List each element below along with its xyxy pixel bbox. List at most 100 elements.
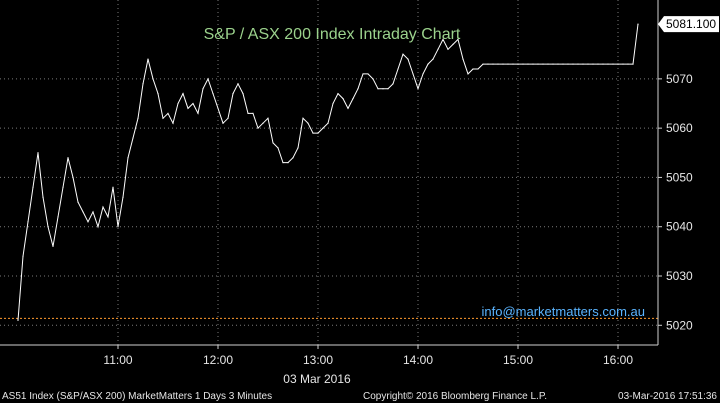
price-point [562, 63, 564, 65]
price-point [317, 132, 319, 134]
price-point [442, 38, 444, 41]
price-point [77, 201, 79, 203]
price-point [302, 117, 304, 119]
price-point [337, 93, 339, 95]
price-point [602, 63, 604, 65]
price-point [437, 48, 439, 50]
price-point [37, 152, 39, 154]
price-point [232, 93, 234, 95]
price-point [432, 58, 434, 60]
price-point [222, 122, 224, 124]
price-point [582, 63, 584, 65]
price-point [632, 63, 634, 65]
last-value-label: 5081.100 [666, 17, 716, 31]
price-point [277, 147, 279, 149]
price-point [637, 23, 639, 25]
x-tick-label: 15:00 [503, 353, 533, 367]
price-point [407, 58, 409, 60]
price-point [402, 53, 404, 55]
price-point [377, 88, 379, 90]
email-annotation: info@marketmatters.com.au [482, 304, 645, 319]
price-point [322, 127, 324, 129]
chart-title: S&P / ASX 200 Index Intraday Chart [204, 26, 461, 43]
price-point [282, 162, 284, 164]
price-point [327, 122, 329, 124]
price-point [247, 112, 249, 114]
price-point [487, 63, 489, 65]
price-series [17, 23, 639, 321]
price-point [197, 112, 199, 114]
last-value-badge-shape [658, 16, 719, 33]
price-point [592, 63, 594, 65]
price-point [162, 117, 164, 119]
price-point [297, 147, 299, 149]
price-point [497, 63, 499, 65]
price-point [352, 97, 354, 100]
price-point [422, 73, 424, 75]
price-point [452, 43, 454, 45]
price-point [512, 63, 514, 65]
price-point [57, 216, 59, 218]
price-point [177, 102, 179, 105]
price-point [137, 117, 139, 119]
price-point [537, 63, 539, 65]
price-point [557, 63, 559, 65]
price-point [292, 157, 294, 159]
price-point [417, 88, 419, 90]
price-point [187, 107, 189, 110]
price-point [502, 63, 504, 65]
price-point [472, 68, 474, 70]
price-point [572, 63, 574, 65]
price-point [312, 132, 314, 134]
price-point [622, 63, 624, 65]
x-gridlines [117, 0, 619, 345]
price-point [447, 48, 449, 50]
price-point [237, 83, 239, 85]
price-point [287, 162, 289, 164]
price-point [17, 319, 19, 321]
y-axis-ticks: 5020 5030 5040 5050 5060 5070 [658, 72, 693, 332]
y-tick-label: 5070 [666, 72, 693, 86]
footer-left: AS51 Index (S&P/ASX 200) MarketMatters 1… [2, 391, 272, 402]
price-point [67, 157, 69, 159]
price-point [182, 93, 184, 95]
price-point [577, 63, 579, 65]
y-tick-label: 5040 [666, 220, 693, 234]
x-tick-label: 11:00 [103, 353, 132, 367]
price-point [217, 107, 219, 110]
price-point [252, 112, 254, 114]
price-point [362, 73, 364, 75]
price-point [617, 63, 619, 65]
price-point [152, 78, 154, 80]
price-point [527, 63, 529, 65]
price-point [627, 63, 629, 65]
price-point [482, 63, 484, 65]
price-point [62, 186, 64, 188]
price-point [357, 88, 359, 90]
price-point [127, 157, 129, 159]
price-point [552, 63, 554, 65]
footer-timestamp: 03-Mar-2016 17:51:36 [618, 391, 717, 402]
last-value-badge: 5081.100 [658, 16, 719, 33]
price-point [262, 122, 264, 124]
price-point [307, 122, 309, 124]
price-point [207, 78, 209, 80]
price-point [202, 88, 204, 90]
price-point [257, 127, 259, 129]
x-tick-label: 14:00 [403, 353, 433, 367]
price-point [507, 63, 509, 65]
price-point [242, 93, 244, 95]
price-point [477, 68, 479, 70]
price-point [132, 137, 134, 139]
price-point [492, 63, 494, 65]
price-point [567, 63, 569, 65]
date-label: 03 Mar 2016 [283, 372, 351, 386]
price-point [112, 186, 114, 188]
price-point [22, 255, 24, 257]
price-point [72, 176, 74, 179]
price-point [147, 58, 149, 60]
price-point [92, 211, 94, 213]
price-point [47, 226, 49, 228]
